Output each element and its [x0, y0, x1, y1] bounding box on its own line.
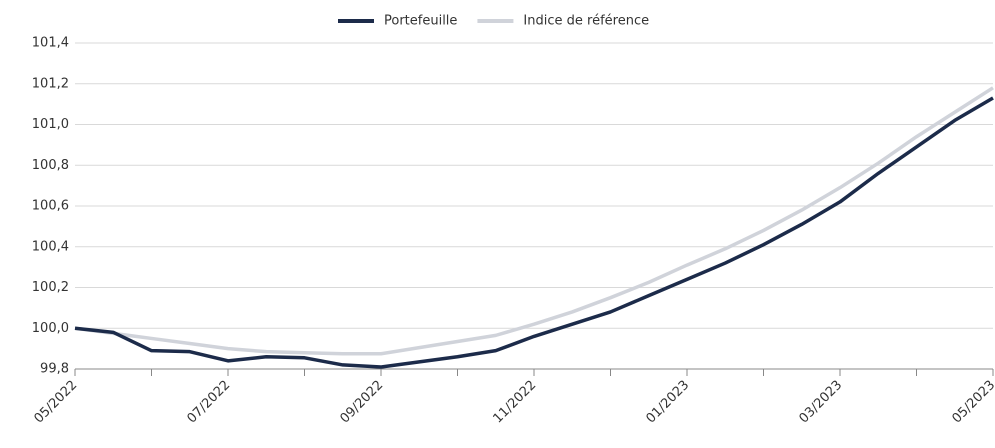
legend-label: Portefeuille	[384, 14, 457, 29]
x-tick-label: 07/2022	[185, 378, 234, 427]
y-tick-label: 100,6	[32, 199, 69, 214]
y-tick-label: 101,0	[32, 117, 69, 132]
x-tick-label: 01/2023	[644, 378, 693, 427]
y-tick-label: 100,0	[32, 321, 69, 336]
x-tick-label: 03/2023	[797, 378, 846, 427]
y-tick-label: 100,8	[32, 158, 69, 173]
y-tick-label: 101,2	[32, 76, 69, 91]
x-tick-label: 11/2022	[491, 378, 540, 427]
x-tick-label: 05/2022	[32, 378, 81, 427]
y-tick-label: 101,4	[32, 36, 69, 51]
series-line	[74, 86, 994, 356]
y-tick-label: 99,8	[40, 362, 69, 377]
x-tick-label: 05/2023	[950, 378, 995, 427]
y-tick-label: 100,4	[32, 239, 69, 254]
legend-label: Indice de référence	[523, 14, 649, 29]
x-tick-label: 09/2022	[338, 378, 387, 427]
y-tick-label: 100,2	[32, 280, 69, 295]
series-line	[74, 96, 994, 369]
